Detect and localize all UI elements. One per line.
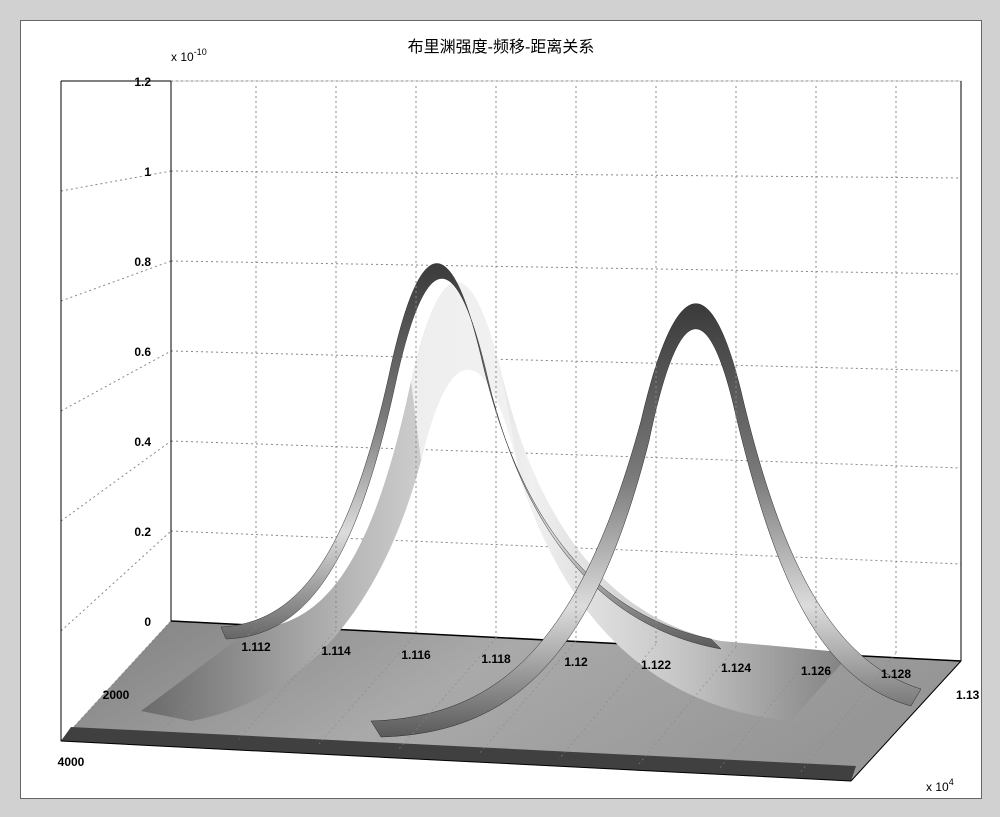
ztick-3: 0.6 (134, 345, 151, 359)
ztick-5: 1 (144, 165, 151, 179)
xtick-7: 1.126 (801, 664, 831, 678)
ztick-4: 0.8 (134, 255, 151, 269)
xtick-1: 1.114 (321, 644, 351, 658)
xtick-2: 1.116 (401, 648, 431, 662)
plot-area: 布里渊强度-频移-距离关系 (20, 20, 982, 799)
x-exp-label: x 104 (926, 777, 954, 794)
ztick-2: 0.4 (134, 435, 151, 449)
z-exp-label: x 10-10 (171, 47, 207, 64)
xtick-5: 1.122 (641, 658, 671, 672)
xtick-8: 1.128 (881, 667, 911, 681)
ytick-1: 4000 (58, 755, 85, 769)
figure-window: 布里渊强度-频移-距离关系 (0, 0, 1000, 817)
ztick-1: 0.2 (134, 525, 151, 539)
xtick-4: 1.12 (564, 655, 588, 669)
ytick-0: 2000 (103, 688, 130, 702)
xtick-3: 1.118 (481, 652, 511, 666)
ztick-0: 0 (144, 615, 151, 629)
xtick-6: 1.124 (721, 661, 751, 675)
xtick-0: 1.112 (241, 640, 271, 654)
xtick-end: 1.13 (956, 688, 980, 702)
ztick-6: 1.2 (134, 75, 151, 89)
chart-3d-scene: 0 0.2 0.4 0.6 0.8 1 1.2 x 10-10 1.112 1.… (21, 21, 981, 798)
